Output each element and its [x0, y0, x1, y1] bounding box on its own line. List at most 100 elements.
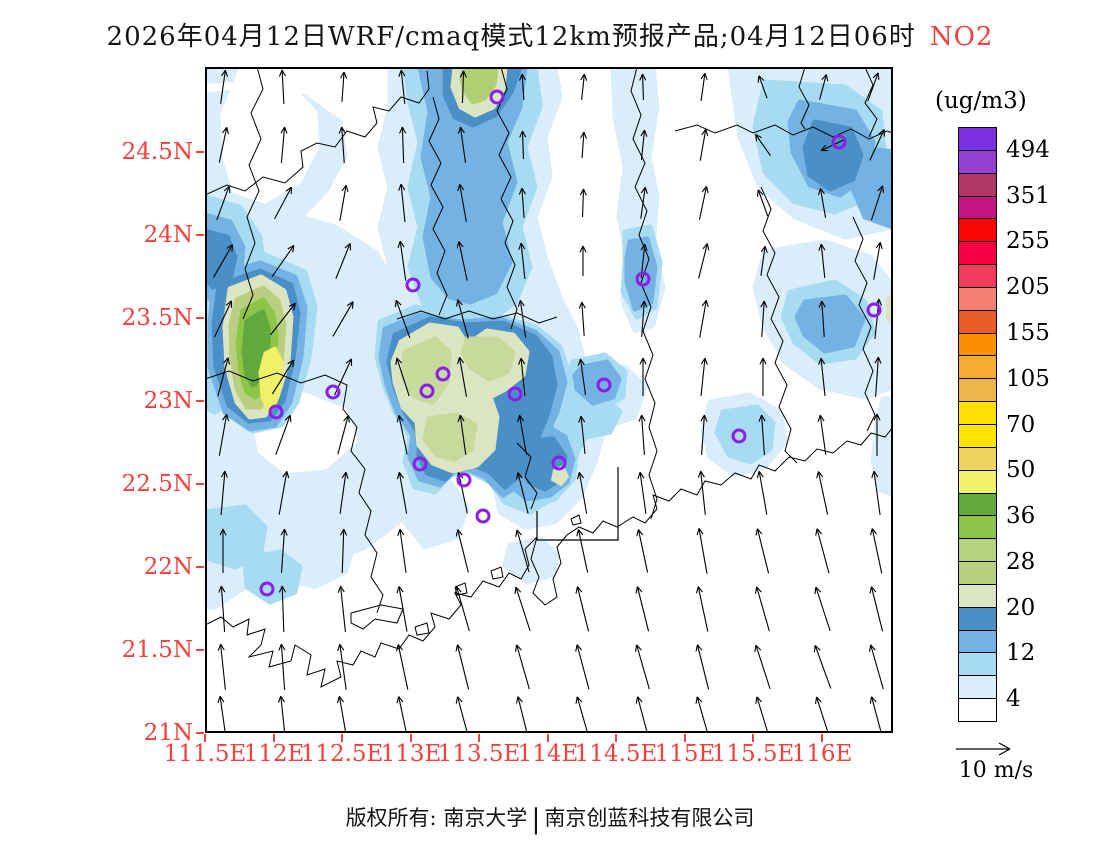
boundary-line	[428, 96, 448, 316]
wind-arrow	[577, 358, 587, 395]
lon-label: 115.5E	[711, 741, 795, 767]
colorbar-segment	[959, 653, 996, 677]
wind-arrow	[398, 69, 406, 104]
wind-arrow	[580, 73, 588, 100]
colorbar-tick-label: 105	[1006, 365, 1050, 392]
lon-tick	[273, 734, 275, 742]
wind-arrow	[578, 415, 586, 454]
copyright-separator: |	[531, 804, 541, 835]
wind-arrow	[695, 696, 709, 733]
wind-arrow	[576, 471, 588, 514]
wind-arrow	[217, 357, 231, 397]
lon-tick	[204, 734, 206, 742]
station-marker	[866, 302, 882, 318]
wind-arrow	[639, 357, 647, 396]
colorbar-segment	[959, 562, 996, 585]
lon-label: 115E	[654, 741, 716, 767]
wind-arrow	[637, 471, 647, 514]
lat-label: 21.5N	[121, 637, 193, 663]
survey-region-box	[536, 467, 619, 541]
wind-arrow	[756, 189, 769, 217]
wind-arrow	[575, 696, 589, 733]
colorbar-tick-label: 36	[1006, 503, 1036, 530]
boundary-line	[414, 622, 430, 636]
wind-arrow	[818, 300, 826, 337]
lat-label: 23.5N	[121, 305, 193, 331]
boundary-line	[798, 67, 810, 130]
colorbar-tick-label: 70	[1006, 411, 1036, 438]
station-marker	[435, 366, 451, 382]
wind-arrow	[280, 528, 288, 573]
colorbar-tick-label: 494	[1006, 136, 1050, 163]
lon-label: 113.5E	[437, 741, 521, 767]
concentration-region	[242, 549, 303, 605]
wind-arrow	[869, 129, 885, 161]
wind-arrow	[515, 696, 528, 733]
lon-tick	[615, 734, 617, 742]
concentration-region	[802, 119, 864, 192]
wind-arrow	[700, 414, 708, 455]
wind-arrow	[755, 696, 769, 733]
colorbar-tick-label: 50	[1006, 457, 1036, 484]
wind-arrow	[635, 586, 650, 632]
wind-arrow	[457, 126, 467, 163]
wind-arrow	[519, 130, 527, 160]
wind-arrow	[816, 471, 829, 515]
title-main: 2026年04月12日WRF/cmaq模式12km预报产品;04月12日06时	[106, 22, 916, 52]
wind-arrow	[815, 528, 830, 574]
wind-arrow	[278, 643, 286, 690]
station-marker	[731, 428, 747, 444]
wind-arrow	[698, 243, 710, 279]
wind-arrow	[639, 73, 647, 101]
wind-arrow	[277, 695, 286, 733]
wind-arrow	[579, 245, 587, 276]
boundary-line	[496, 67, 518, 330]
colorbar-segment	[959, 379, 996, 403]
lon-label: 114.5E	[574, 741, 658, 767]
wind-arrow	[275, 414, 292, 455]
boundary-line	[205, 536, 538, 688]
lon-label: 114E	[517, 741, 579, 767]
wind-arrow	[398, 183, 406, 222]
colorbar-segment	[959, 493, 996, 517]
wind-arrow	[395, 357, 410, 397]
station-marker	[551, 455, 567, 471]
wind-arrow	[457, 356, 468, 397]
colorbar-segment	[959, 539, 996, 563]
wind-arrow	[216, 185, 231, 221]
wind-arrow	[339, 471, 349, 514]
wind-arrow	[638, 414, 646, 455]
wind-arrow	[576, 529, 589, 573]
wind-arrow	[699, 299, 709, 338]
station-marker	[635, 271, 651, 287]
wind-arrow	[457, 414, 467, 455]
lat-tick	[196, 400, 204, 402]
lat-label: 24.5N	[121, 139, 193, 165]
concentration-region	[459, 67, 499, 105]
lon-tick	[752, 734, 754, 742]
lon-label: 116E	[791, 741, 853, 767]
wind-arrow	[869, 586, 884, 632]
wind-arrow	[818, 357, 826, 396]
wind-arrow	[274, 186, 293, 220]
wind-arrow	[754, 644, 771, 690]
colorbar-segment	[959, 699, 996, 721]
boundary-line	[205, 370, 384, 614]
lat-tick	[196, 317, 204, 319]
station-marker	[831, 134, 847, 150]
lat-label: 21N	[143, 720, 193, 746]
wind-arrow	[337, 585, 346, 632]
wind-arrow	[278, 69, 286, 105]
wind-arrow	[696, 586, 709, 632]
wind-arrow	[278, 585, 286, 633]
concentration-region	[460, 336, 516, 382]
colorbar-tick-label: 20	[1006, 594, 1036, 621]
concentration-region	[402, 479, 470, 550]
wind-arrow	[579, 188, 587, 218]
wind-arrow	[697, 470, 706, 515]
boundary-line	[630, 67, 658, 520]
colorbar-segment	[959, 196, 996, 220]
wind-arrow	[271, 244, 295, 277]
wind-arrow	[873, 413, 881, 456]
